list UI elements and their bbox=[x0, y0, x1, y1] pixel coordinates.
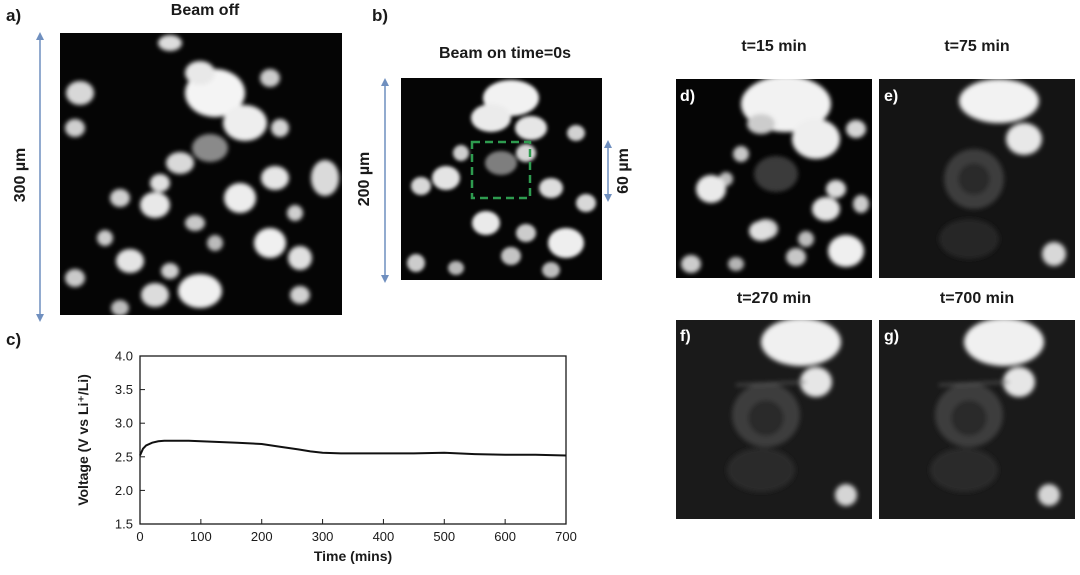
chart-axes bbox=[139, 355, 567, 525]
chart-ticks: 0 100 200 300 400 500 600 700 1.5 2.0 2.5 3.0 3.5 4.0 bbox=[115, 349, 577, 545]
panel-letter-b: b) bbox=[372, 6, 389, 25]
x-tick-label: 600 bbox=[494, 529, 516, 544]
panel-letter-c: c) bbox=[6, 330, 22, 349]
panel-f-micrograph bbox=[676, 320, 872, 519]
y-tick-label: 3.5 bbox=[115, 382, 133, 397]
x-tick-label: 400 bbox=[373, 529, 395, 544]
panel-e-title: t=75 min bbox=[944, 38, 1010, 55]
y-tick-label: 3.0 bbox=[115, 416, 133, 431]
panel-g-title: t=700 min bbox=[939, 290, 1015, 307]
panel-b-roi-arrow bbox=[604, 140, 612, 202]
panel-f-title: t=270 min bbox=[736, 290, 812, 307]
panel-d-title: t=15 min bbox=[741, 38, 807, 55]
y-tick-label: 2.0 bbox=[115, 483, 133, 498]
panel-e-micrograph bbox=[879, 79, 1075, 278]
panel-a-micrograph bbox=[60, 33, 342, 315]
panel-letter-a: a) bbox=[6, 6, 22, 25]
x-tick-label: 100 bbox=[190, 529, 212, 544]
panel-b-scale-arrow bbox=[381, 78, 389, 283]
x-tick-label: 300 bbox=[312, 529, 334, 544]
x-tick-label: 0 bbox=[136, 529, 143, 544]
panel-b-scale-label: 200 µm bbox=[356, 151, 373, 207]
panel-letter-d: d) bbox=[680, 88, 696, 105]
chart-frame bbox=[139, 355, 567, 525]
panel-d-micrograph bbox=[676, 79, 872, 278]
panel-a-scale-label: 300 µm bbox=[12, 147, 29, 203]
x-tick-label: 700 bbox=[555, 529, 577, 544]
chart-y-axis-label: Voltage (V vs Li⁺/Li) bbox=[75, 374, 91, 506]
panel-a-scale-arrow bbox=[36, 32, 44, 322]
roi-box bbox=[470, 140, 532, 200]
voltage-series-line bbox=[139, 439, 567, 457]
panel-g-micrograph bbox=[879, 320, 1075, 519]
x-tick-label: 200 bbox=[251, 529, 273, 544]
voltage-chart: 0 100 200 300 400 500 600 700 1.5 2.0 2.5 3.0 3.5 4.0… bbox=[75, 349, 577, 565]
panel-letter-f: f) bbox=[680, 328, 691, 345]
y-tick-label: 2.5 bbox=[115, 449, 133, 464]
panel-letter-e: e) bbox=[884, 88, 899, 105]
chart-x-axis-label: Time (mins) bbox=[314, 548, 392, 564]
y-tick-label: 4.0 bbox=[115, 349, 133, 364]
x-tick-label: 500 bbox=[433, 529, 455, 544]
panel-letter-g: g) bbox=[884, 328, 900, 345]
panel-b-micrograph bbox=[401, 78, 602, 280]
panel-b-title: Beam on time=0s bbox=[438, 45, 572, 62]
panel-b-roi-label: 60 µm bbox=[615, 148, 632, 194]
y-tick-label: 1.5 bbox=[115, 517, 133, 532]
panel-a-title: Beam off bbox=[170, 2, 240, 19]
